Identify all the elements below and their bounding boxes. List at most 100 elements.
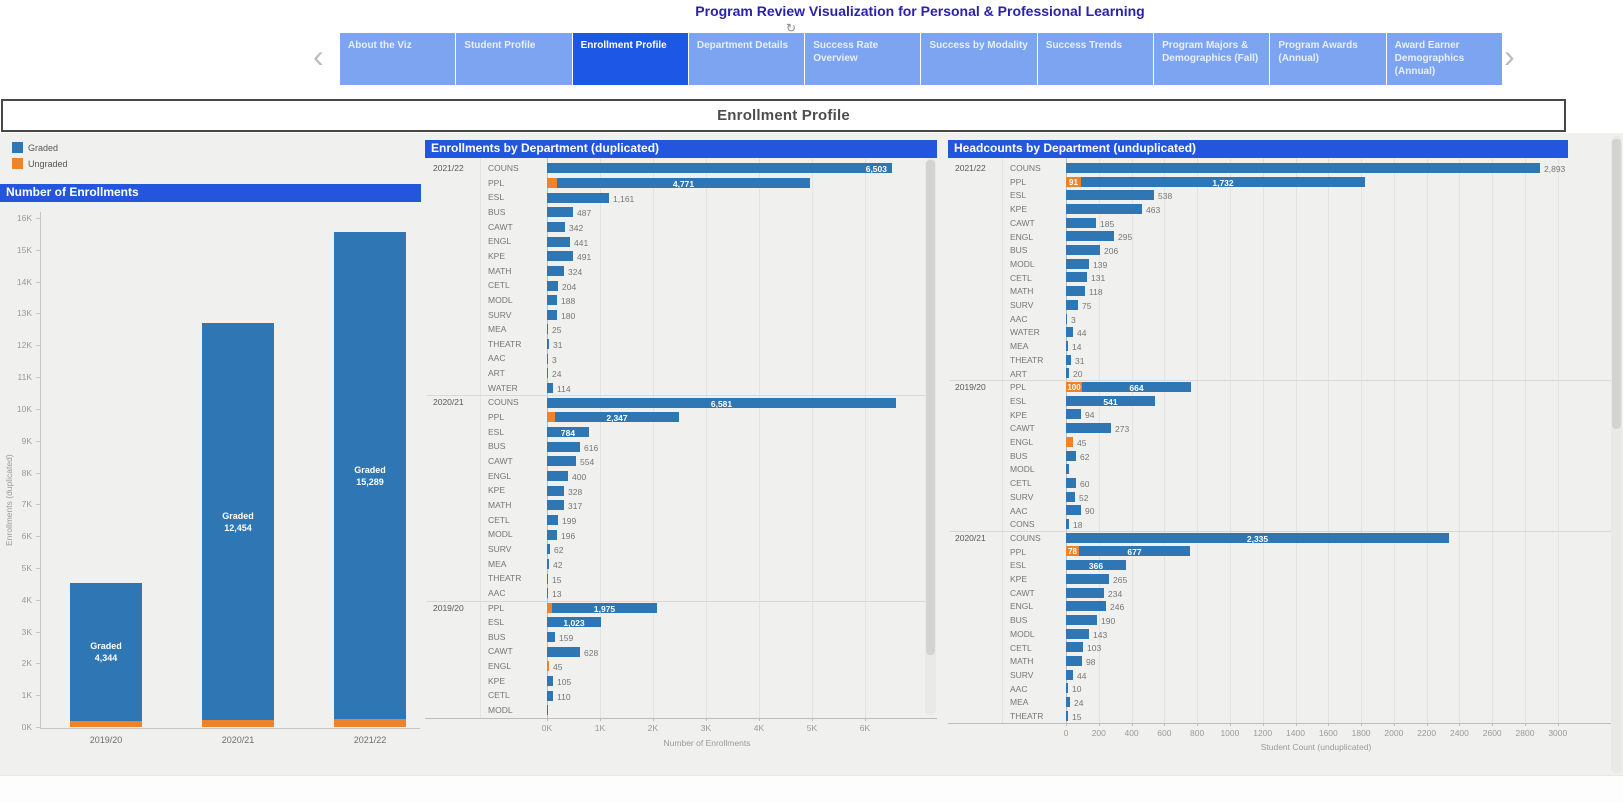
graded-bar-segment[interactable] xyxy=(1066,299,1078,310)
graded-bar-segment[interactable] xyxy=(547,456,576,467)
tab-success-trends[interactable]: Success Trends xyxy=(1037,33,1154,85)
graded-bar-segment[interactable] xyxy=(1066,231,1114,242)
page-scrollbar[interactable] xyxy=(1611,136,1622,773)
graded-bar-segment[interactable] xyxy=(547,221,565,232)
graded-bar-segment[interactable] xyxy=(1066,519,1069,530)
ungraded-bar-segment[interactable] xyxy=(334,718,406,727)
tab-success-rate-overview[interactable]: Success Rate Overview xyxy=(805,33,921,85)
graded-bar-segment[interactable] xyxy=(547,690,553,701)
graded-bar-segment[interactable] xyxy=(547,309,557,320)
graded-bar-segment[interactable] xyxy=(1066,464,1069,475)
graded-bar-segment[interactable] xyxy=(547,676,553,687)
graded-bar-segment[interactable] xyxy=(547,207,573,218)
ungraded-bar-segment[interactable] xyxy=(547,661,549,672)
graded-bar-segment[interactable] xyxy=(547,339,549,350)
graded-bar-segment[interactable] xyxy=(1066,573,1109,584)
tab-program-awards-annual[interactable]: Program Awards (Annual) xyxy=(1270,33,1386,85)
graded-bar-segment[interactable] xyxy=(1066,340,1068,351)
graded-bar-segment[interactable] xyxy=(1066,162,1540,173)
graded-bar-segment[interactable] xyxy=(1066,327,1073,338)
graded-bar-segment[interactable] xyxy=(1066,450,1076,461)
graded-bar-segment[interactable] xyxy=(1066,245,1100,256)
page-scrollbar-thumb[interactable] xyxy=(1612,139,1621,429)
graded-bar-segment[interactable] xyxy=(1079,546,1190,557)
graded-bar-segment[interactable] xyxy=(552,602,657,613)
graded-bar-segment[interactable] xyxy=(547,646,580,657)
graded-bar-segment[interactable] xyxy=(1066,258,1089,269)
graded-bar-segment[interactable] xyxy=(547,617,601,628)
ungraded-bar-segment[interactable] xyxy=(547,602,552,613)
graded-bar-segment[interactable] xyxy=(555,412,679,423)
graded-bar-segment[interactable] xyxy=(1066,697,1070,708)
graded-bar-segment[interactable] xyxy=(1066,190,1154,201)
graded-bar-segment[interactable] xyxy=(547,441,580,452)
tabs-prev-icon[interactable]: ‹ xyxy=(313,38,324,74)
graded-bar-segment[interactable] xyxy=(547,265,564,276)
graded-bar-segment[interactable] xyxy=(547,705,548,716)
graded-bar-segment[interactable] xyxy=(334,232,406,719)
graded-bar-segment[interactable] xyxy=(1066,286,1085,297)
ungraded-bar-segment[interactable] xyxy=(1066,176,1081,187)
graded-bar-segment[interactable] xyxy=(547,353,548,364)
tabs-next-icon[interactable]: › xyxy=(1504,38,1515,74)
graded-bar-segment[interactable] xyxy=(547,324,548,335)
graded-bar-segment[interactable] xyxy=(1066,203,1142,214)
graded-bar-segment[interactable] xyxy=(547,251,573,262)
graded-bar-segment[interactable] xyxy=(1066,710,1068,721)
graded-bar-segment[interactable] xyxy=(1066,272,1087,283)
legend-item-ungraded[interactable]: Ungraded xyxy=(12,157,68,170)
graded-bar-segment[interactable] xyxy=(557,177,810,188)
graded-bar-segment[interactable] xyxy=(1066,313,1067,324)
graded-bar-segment[interactable] xyxy=(1066,532,1449,543)
graded-bar-segment[interactable] xyxy=(1082,382,1191,393)
ungraded-bar-segment[interactable] xyxy=(1066,436,1073,447)
ungraded-bar-segment[interactable] xyxy=(547,177,557,188)
ungraded-bar-segment[interactable] xyxy=(70,720,142,727)
graded-bar-segment[interactable] xyxy=(1066,614,1097,625)
ungraded-bar-segment[interactable] xyxy=(1066,382,1082,393)
graded-bar-segment[interactable] xyxy=(547,529,557,540)
graded-bar-segment[interactable] xyxy=(547,573,548,584)
tab-success-by-modality[interactable]: Success by Modality xyxy=(921,33,1037,85)
tab-department-details[interactable]: Department Details xyxy=(688,33,805,85)
graded-bar-segment[interactable] xyxy=(547,368,548,379)
tab-award-earner-demographics-annual[interactable]: Award Earner Demographics (Annual) xyxy=(1386,33,1502,85)
ungraded-bar-segment[interactable] xyxy=(547,412,555,423)
legend-item-graded[interactable]: Graded xyxy=(12,141,68,154)
graded-bar-segment[interactable] xyxy=(547,397,896,408)
graded-bar-segment[interactable] xyxy=(70,582,142,721)
tab-student-profile[interactable]: Student Profile xyxy=(456,33,572,85)
graded-bar-segment[interactable] xyxy=(547,485,564,496)
graded-bar-segment[interactable] xyxy=(1081,176,1365,187)
graded-bar-segment[interactable] xyxy=(1066,683,1068,694)
graded-bar-segment[interactable] xyxy=(547,192,609,203)
tab-enrollment-profile[interactable]: Enrollment Profile xyxy=(572,33,688,85)
graded-bar-segment[interactable] xyxy=(547,558,549,569)
graded-bar-segment[interactable] xyxy=(1066,601,1106,612)
graded-bar-segment[interactable] xyxy=(547,544,550,555)
graded-bar-segment[interactable] xyxy=(1066,628,1089,639)
graded-bar-segment[interactable] xyxy=(547,470,568,481)
graded-bar-segment[interactable] xyxy=(547,632,555,643)
ungraded-bar-segment[interactable] xyxy=(1066,546,1079,557)
graded-bar-segment[interactable] xyxy=(1066,656,1082,667)
tab-about-the-viz[interactable]: About the Viz xyxy=(340,33,456,85)
graded-bar-segment[interactable] xyxy=(1066,642,1083,653)
graded-bar-segment[interactable] xyxy=(547,427,589,438)
graded-bar-segment[interactable] xyxy=(202,323,274,720)
graded-bar-segment[interactable] xyxy=(1066,395,1155,406)
graded-bar-segment[interactable] xyxy=(1066,587,1104,598)
graded-bar-segment[interactable] xyxy=(547,514,558,525)
ungraded-bar-segment[interactable] xyxy=(202,719,274,727)
graded-bar-segment[interactable] xyxy=(1066,491,1075,502)
mid-chart-scrollbar-thumb[interactable] xyxy=(926,160,935,655)
graded-bar-segment[interactable] xyxy=(547,236,570,247)
graded-bar-segment[interactable] xyxy=(1066,505,1081,516)
graded-bar-segment[interactable] xyxy=(1066,409,1081,420)
graded-bar-segment[interactable] xyxy=(547,500,564,511)
mid-chart-scrollbar[interactable] xyxy=(925,158,936,715)
tab-program-majors-demographics-fall[interactable]: Program Majors & Demographics (Fall) xyxy=(1154,33,1270,85)
graded-bar-segment[interactable] xyxy=(547,163,892,174)
graded-bar-segment[interactable] xyxy=(1066,423,1111,434)
graded-bar-segment[interactable] xyxy=(547,280,558,291)
